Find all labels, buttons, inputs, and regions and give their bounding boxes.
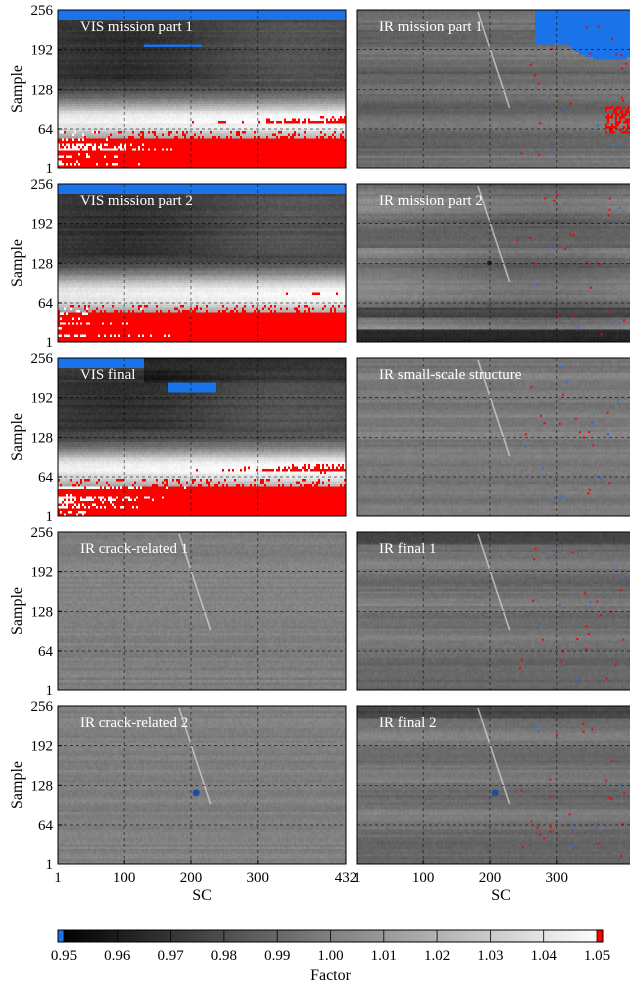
- panel-grid: VIS mission part 1164128192256SampleIR m…: [9, 3, 630, 904]
- panel-1: VIS mission part 1164128192256Sample: [9, 3, 346, 177]
